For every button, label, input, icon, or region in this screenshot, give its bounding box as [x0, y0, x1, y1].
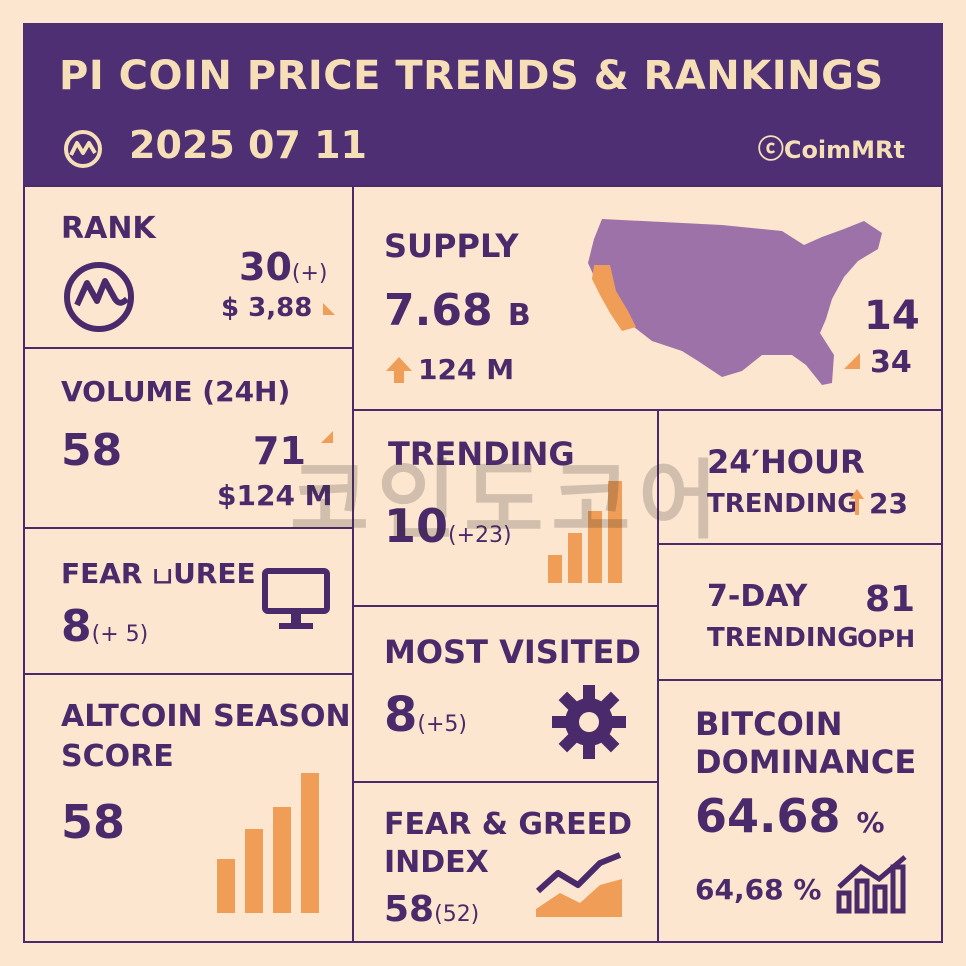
fear-score-label: FEAR பUREE	[61, 557, 256, 590]
down-triangle-icon	[321, 431, 334, 443]
bar-chart-icon	[217, 773, 319, 913]
altcoin-value: 58	[61, 795, 126, 849]
area-chart-icon	[535, 852, 622, 917]
fear-greed-number: 58	[384, 889, 435, 930]
report-date: 2025 07 11	[129, 123, 367, 167]
page-title: PI COIN PRICE TRENDS & RANKINGS	[59, 53, 884, 99]
volume-label: VOLUME (24H)	[61, 375, 291, 408]
supply-change: 124 M	[418, 353, 515, 386]
usa-map-icon	[588, 219, 882, 385]
trending-change: (+23)	[448, 523, 512, 548]
up-arrow-icon	[850, 489, 864, 515]
rank-price-text: $ 3,88	[221, 293, 313, 323]
most-visited-panel: MOST VISITED 8(+5)	[352, 605, 659, 783]
btc-dominance-sub-value: 64,68 %	[695, 873, 822, 906]
btc-dominance-label-1: BITCOIN	[695, 705, 843, 743]
coinmarketcap-logo-icon	[64, 130, 102, 168]
supply-side-change: 34	[870, 345, 912, 380]
rank-price: $ 3,88	[221, 293, 337, 323]
brand-logo-icon: ⓒ	[757, 135, 784, 165]
coinmarketcap-icon	[64, 262, 134, 332]
trending-number: 10	[384, 499, 449, 553]
volume-value: 58	[61, 425, 123, 476]
monitor-icon	[262, 568, 330, 629]
fear-score-number: 8	[61, 601, 92, 652]
fear-greed-panel: FEAR & GREED INDEX 58(52)	[352, 781, 659, 943]
rank-change: (+)	[291, 261, 328, 286]
trending-value: 10(+23)	[384, 499, 512, 553]
altcoin-label-2: SCORE	[61, 739, 174, 774]
up-triangle-icon	[844, 353, 860, 369]
btc-dominance-panel: BITCOIN DOMINANCE 64.68 % 64,68 %	[657, 679, 943, 943]
supply-unit: B	[507, 298, 531, 333]
most-visited-number: 8	[384, 687, 418, 743]
btc-dominance-percent: %	[856, 806, 885, 839]
down-triangle-icon	[323, 302, 336, 315]
bar-chart-icon	[548, 481, 622, 583]
most-visited-label: MOST VISITED	[384, 633, 641, 671]
fear-score-panel: FEAR பUREE 8(+ 5)	[23, 527, 354, 675]
trending-7d-value: 81	[865, 579, 916, 620]
most-visited-change: (+5)	[417, 712, 468, 737]
altcoin-label-1: ALTCOIN SEASON	[61, 699, 351, 734]
fear-score-change: (+ 5)	[91, 622, 149, 647]
trending-24h-panel: 24′HOUR TRENDING 23	[657, 409, 943, 545]
volume-panel: VOLUME (24H) 58 71 $124 M	[23, 347, 354, 529]
fear-greed-value: 58(52)	[384, 889, 479, 930]
fear-greed-label-1: FEAR & GREED	[384, 807, 632, 842]
trending-7d-suffix: OPH	[857, 625, 916, 653]
up-arrow-icon	[386, 357, 412, 383]
fear-greed-label-2: INDEX	[384, 845, 489, 880]
supply-label: SUPPLY	[384, 227, 519, 265]
btc-dominance-number: 64.68	[695, 789, 841, 843]
volume-side-value: 71	[253, 429, 335, 473]
altcoin-season-panel: ALTCOIN SEASON SCORE 58	[23, 673, 354, 943]
rank-label: RANK	[61, 211, 156, 246]
rank-value: 30(+)	[239, 245, 328, 289]
trending-24h-label-2: TRENDING	[707, 489, 859, 519]
supply-number: 7.68	[384, 285, 493, 336]
brand-text: CoimMRt	[783, 136, 905, 164]
header-banner: PI COIN PRICE TRENDS & RANKINGS 2025 07 …	[23, 23, 943, 187]
btc-dominance-label-2: DOMINANCE	[695, 743, 917, 781]
trending-7d-label-2: TRENDING	[707, 623, 859, 653]
supply-panel: SUPPLY 7.68 B 124 M 14 34	[352, 185, 943, 411]
fear-greed-previous: (52)	[434, 902, 480, 927]
volume-amount: $124 M	[217, 479, 333, 512]
supply-value: 7.68 B	[384, 285, 531, 336]
trending-label: TRENDING	[388, 435, 575, 473]
rank-panel: RANK 30(+) $ 3,88	[23, 185, 354, 349]
trending-7d-panel: 7-DAY 81 TRENDING OPH	[657, 543, 943, 681]
supply-side-value: 14	[864, 293, 920, 339]
gear-icon	[552, 685, 626, 759]
btc-dominance-value: 64.68 %	[695, 789, 885, 843]
most-visited-value: 8(+5)	[384, 687, 467, 743]
trending-24h-label-1: 24′HOUR	[707, 443, 865, 481]
trending-24h-value: 23	[869, 487, 908, 520]
rank-number: 30	[239, 245, 292, 289]
fear-score-value: 8(+ 5)	[61, 601, 148, 652]
trending-panel: TRENDING 10(+23)	[352, 409, 659, 607]
trending-7d-label-1: 7-DAY	[707, 579, 808, 614]
trending-bar-chart-icon	[836, 855, 907, 914]
volume-side-number: 71	[253, 429, 306, 473]
brand-name: ⓒCoimMRt	[758, 129, 905, 166]
